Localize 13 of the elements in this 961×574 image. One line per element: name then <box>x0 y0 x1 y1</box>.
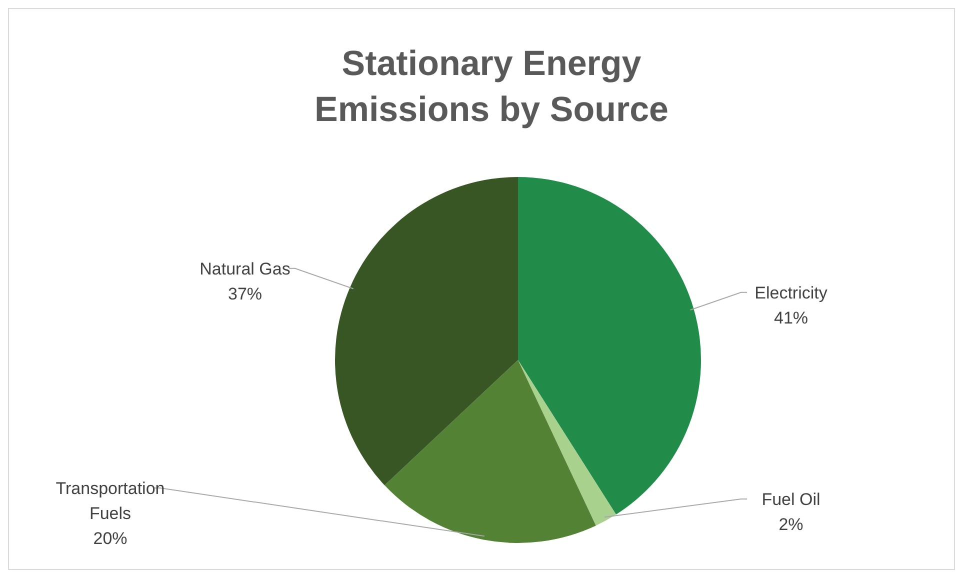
slice-label: Electricity <box>754 283 828 302</box>
data-label: 41% <box>774 308 808 328</box>
pie-slice <box>518 177 701 515</box>
data-label: 20% <box>93 529 128 548</box>
data-label: 2% <box>778 515 804 534</box>
pie-slice <box>518 360 616 526</box>
data-label: 37% <box>228 284 262 304</box>
pie-slice <box>384 360 596 543</box>
chart-title: Stationary Energy Emissions by Source <box>314 44 669 129</box>
pie-slice <box>335 177 518 486</box>
slice-label: Transportation Fuels <box>56 479 165 523</box>
slice-label: Natural Gas <box>200 259 290 278</box>
slice-label: Fuel Oil <box>762 490 820 509</box>
